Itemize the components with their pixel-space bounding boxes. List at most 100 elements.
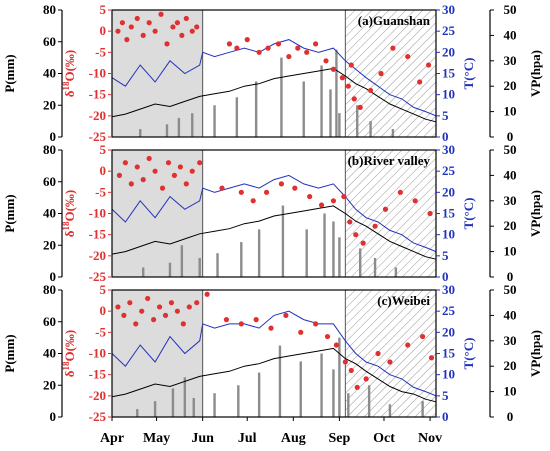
isotope-point	[375, 350, 381, 357]
temp-tick-label: 15	[442, 346, 456, 361]
isotope-point	[256, 49, 262, 55]
isotope-point	[368, 87, 374, 94]
temp-axis-label: T(°C)	[461, 338, 476, 370]
vp-tick-label: 20	[504, 78, 517, 93]
temp-tick-label: 10	[442, 87, 455, 102]
precip-bar	[281, 205, 285, 277]
isotope-point	[133, 321, 139, 327]
panel-a-guanshan: (a)Guanshan 0 20 40 60 80 P(mm) -25 -20 -15 -10 -5 0…	[2, 2, 543, 144]
precip-bar	[347, 393, 350, 417]
precip-bar	[240, 242, 243, 277]
isotope-point	[174, 308, 180, 314]
isotope-point	[170, 24, 176, 30]
precip-bar	[369, 121, 372, 137]
precip-tick-label: 80	[43, 142, 56, 157]
isotope-point	[146, 155, 152, 162]
isotope-point	[265, 45, 271, 51]
vp-tick-label: 50	[504, 142, 517, 157]
precip-tick-label: 40	[43, 206, 56, 221]
isotope-point	[342, 359, 348, 365]
vp-axis-label: VP(hpa)	[528, 330, 543, 377]
isotope-point	[345, 83, 351, 89]
month-label-oct: Oct	[373, 431, 395, 446]
isotope-point	[204, 291, 210, 297]
vp-tick-label: 10	[504, 104, 517, 119]
precip-bar	[356, 105, 359, 137]
isotope-point	[127, 300, 133, 306]
precip-bar	[216, 253, 219, 277]
isotope-point	[412, 198, 418, 204]
isotope-axis-label: δ18O(‰)	[61, 330, 77, 378]
precip-bar	[171, 388, 175, 417]
vp-tick-label: 50	[504, 2, 517, 17]
isotope-point	[353, 232, 359, 238]
temperature-line	[111, 310, 437, 397]
isotope-point	[183, 181, 189, 187]
temp-tick-label: 5	[442, 388, 449, 403]
precip-tick-label: 20	[43, 377, 56, 392]
month-label-aug: Aug	[281, 431, 306, 446]
temp-tick-label: 30	[442, 282, 455, 297]
isotope-point	[186, 304, 192, 310]
isotope-tick-label: -5	[95, 184, 106, 199]
isotope-point	[168, 300, 175, 306]
vp-tick-label: 30	[504, 333, 517, 348]
temp-tick-label: 25	[442, 163, 456, 178]
isotope-point	[427, 210, 433, 217]
isotope-point	[333, 342, 340, 348]
panel-b-river-valley: (b)River valley 0 20 40 60 80 P(mm) -25 -20 -15 -1…	[2, 142, 543, 284]
hatched-period	[345, 290, 436, 417]
isotope-point	[121, 312, 127, 318]
precip-bar	[213, 105, 216, 137]
temp-tick-label: 25	[442, 303, 456, 318]
isotope-point	[339, 75, 345, 81]
temp-tick-label: 15	[442, 206, 456, 221]
isotope-tick-label: -5	[95, 324, 106, 339]
isotope-point	[197, 160, 203, 166]
isotope-point	[183, 15, 189, 22]
vp-tick-label: 0	[507, 409, 514, 424]
precip-bar	[198, 257, 201, 277]
isotope-point	[134, 15, 140, 22]
precip-bar	[254, 81, 258, 137]
isotope-point	[194, 24, 200, 30]
isotope-point	[140, 32, 146, 39]
precip-axis-label: P(mm)	[2, 54, 17, 92]
isotope-point	[174, 20, 180, 26]
precip-bar	[373, 257, 377, 277]
precip-bar	[136, 409, 139, 417]
isotope-point	[156, 304, 163, 310]
vp-tick-label: 20	[504, 358, 517, 373]
isotope-point	[348, 367, 354, 374]
precip-bar	[168, 262, 172, 277]
isotope-point	[313, 321, 319, 327]
precip-bar	[305, 229, 308, 277]
temp-tick-label: 30	[442, 2, 455, 17]
isotope-point	[145, 295, 151, 302]
isotope-point	[363, 376, 369, 382]
precip-bar	[192, 397, 195, 417]
precip-bar	[280, 57, 283, 137]
precip-tick-label: 60	[43, 314, 56, 329]
vp-tick-label: 20	[504, 218, 517, 233]
temperature-line	[111, 39, 437, 117]
panel-c-weibei: (c)Weibei 0 20 40 60 80 P(mm) -25 -20 -15 -10 -5 0 5 δ…	[2, 282, 543, 424]
isotope-point	[378, 70, 384, 77]
precip-bar	[278, 345, 282, 417]
isotope-point	[194, 300, 200, 306]
precip-bar	[421, 401, 424, 417]
shaded-period	[112, 10, 203, 137]
vp-line	[111, 67, 437, 123]
isotope-tick-label: 0	[100, 303, 107, 318]
isotope-point	[158, 11, 164, 17]
isotope-point	[250, 198, 256, 204]
isotope-point	[244, 37, 250, 43]
precip-axis-label: P(mm)	[2, 194, 17, 232]
precip-bar	[139, 129, 142, 137]
isotope-tick-label: -10	[89, 206, 106, 221]
isotope-point	[171, 172, 178, 178]
temp-tick-label: 20	[442, 184, 455, 199]
isotope-point	[387, 359, 393, 365]
isotope-tick-label: 5	[100, 142, 107, 157]
isotope-point	[286, 53, 292, 60]
